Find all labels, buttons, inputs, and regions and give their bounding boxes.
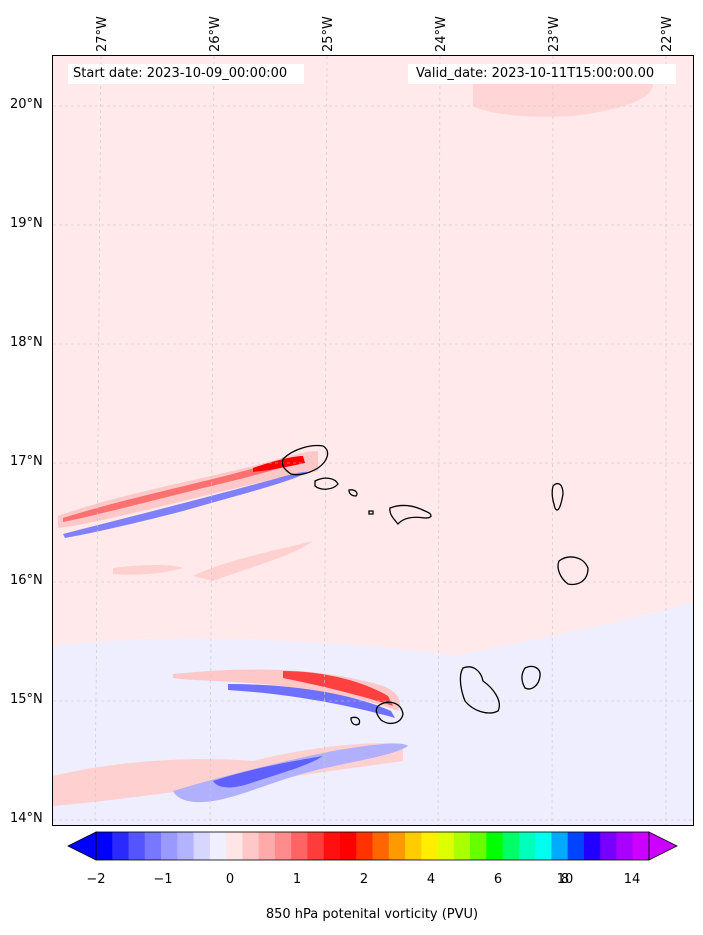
colorbar-tick: 0 — [225, 872, 235, 887]
colorbar-segment — [632, 832, 650, 860]
lat-label: 20°N — [10, 97, 43, 112]
island-outlines — [281, 444, 589, 726]
colorbar-segment — [486, 832, 504, 860]
island-sao-nicolau — [389, 504, 432, 526]
pv-field-map — [53, 56, 693, 825]
colorbar-segment — [421, 832, 439, 860]
colorbar-segment — [405, 832, 422, 860]
colorbar-tick: 10 — [556, 872, 574, 887]
island-sao-vicente — [314, 477, 339, 490]
colorbar-segment — [356, 832, 373, 860]
colorbar-segment — [551, 832, 569, 860]
graticule — [53, 56, 693, 825]
map-panel — [52, 55, 694, 826]
colorbar-segment — [600, 832, 617, 860]
pv-patch-north-top — [473, 73, 653, 117]
lat-label: 18°N — [10, 335, 43, 350]
colorbar-segment — [307, 832, 325, 860]
island-santiago — [459, 666, 500, 714]
valid-date-label: Valid_date: 2023-10-11T15:00:00.00 — [416, 66, 655, 81]
colorbar-segment — [616, 832, 634, 860]
colorbar-segment — [112, 832, 130, 860]
colorbar-segment — [161, 832, 178, 860]
island-boa-vista — [557, 556, 589, 586]
start-date-box — [68, 64, 304, 84]
colorbar-label: 850 hPa potenital vorticity (PVU) — [265, 907, 479, 922]
colorbar-segment — [502, 832, 520, 860]
colorbar-tick: 4 — [426, 872, 436, 887]
colorbar-segment — [242, 832, 260, 860]
lat-label: 19°N — [10, 216, 43, 231]
colorbar-tick: −2 — [86, 872, 106, 887]
colorbar-segment — [470, 832, 487, 860]
island-santo-antao — [281, 444, 329, 476]
pv-streak-north-core — [253, 456, 305, 472]
colorbar-segment — [96, 832, 113, 860]
colorbar-extend-high — [648, 831, 678, 861]
colorbar-segment — [453, 832, 471, 860]
colorbar-segment — [274, 832, 292, 860]
pv-patch-2 — [113, 565, 183, 575]
colorbar-segment — [323, 832, 341, 860]
colorbar-segment — [144, 832, 162, 860]
colorbar-segment — [128, 832, 146, 860]
colorbar-segment — [388, 832, 406, 860]
colorbar-segment — [226, 832, 243, 860]
lat-label: 14°N — [10, 811, 43, 826]
colorbar-segment — [209, 832, 227, 860]
colorbar-segment — [193, 832, 211, 860]
pv-blue-patch-south — [173, 743, 408, 803]
colorbar — [67, 831, 678, 861]
pv-streak-north-blue — [63, 471, 308, 538]
colorbar-tick: 2 — [359, 872, 369, 887]
colorbar-outline — [95, 831, 650, 861]
island-small — [368, 510, 374, 515]
colorbar-tick: 6 — [493, 872, 503, 887]
colorbar-segment — [339, 832, 357, 860]
pv-streak-south-blue — [228, 684, 395, 718]
colorbar-tick: 8 — [560, 872, 570, 887]
colorbar-segment — [518, 832, 536, 860]
lat-label: 16°N — [10, 573, 43, 588]
colorbar-segment — [291, 832, 308, 860]
pv-streak-north-red — [63, 457, 303, 522]
lat-label: 17°N — [10, 454, 43, 469]
colorbar-tick: 14 — [623, 872, 641, 887]
island-maio — [521, 665, 541, 690]
colorbar-extend-low — [67, 831, 97, 861]
colorbar-tick: 1 — [292, 872, 302, 887]
island-sal — [551, 483, 564, 511]
pv-streak-south-red — [283, 671, 393, 706]
island-santa-luzia — [348, 489, 358, 497]
pv-patch-1 — [193, 541, 313, 581]
island-brava — [350, 716, 361, 726]
valid-date-box — [408, 64, 676, 84]
start-date-label: Start date: 2023-10-09_00:00:00 — [73, 66, 288, 81]
colorbar-segment — [372, 832, 390, 860]
colorbar-segment — [583, 832, 601, 860]
colorbar-tick: −1 — [153, 872, 173, 887]
colorbar-segment — [437, 832, 455, 860]
lat-label: 15°N — [10, 692, 43, 707]
colorbar-segment — [535, 832, 552, 860]
pv-blue-core-south — [213, 756, 323, 788]
colorbar-segment — [177, 832, 195, 860]
colorbar-segment — [567, 832, 585, 860]
colorbar-segment — [258, 832, 276, 860]
island-fogo — [375, 701, 404, 725]
